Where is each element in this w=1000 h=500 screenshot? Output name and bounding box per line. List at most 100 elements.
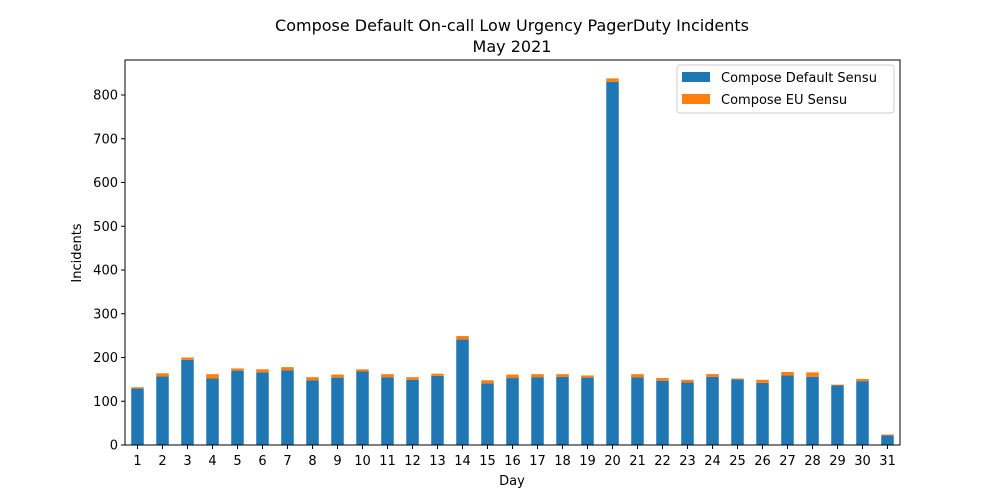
bar-default-sensu-day-23 [681,382,694,445]
x-tick-label: 29 [829,454,846,469]
bar-default-sensu-day-8 [306,380,319,445]
bar-default-sensu-day-7 [281,370,294,445]
x-tick-label: 8 [308,454,316,469]
bar-eu-sensu-day-9 [331,374,344,378]
x-tick-label: 6 [258,454,266,469]
bar-default-sensu-day-28 [806,376,819,445]
legend-box [676,64,895,114]
bar-eu-sensu-day-15 [481,380,494,384]
bar-eu-sensu-day-26 [756,379,769,383]
bar-default-sensu-day-13 [431,375,444,446]
x-tick-label: 9 [333,454,341,469]
legend: Compose Default Sensu Compose EU Sensu [676,64,895,114]
bar-eu-sensu-day-7 [281,367,294,371]
bar-default-sensu-day-24 [706,376,719,445]
x-axis: 1 2 3 4 5 6 7 8 9 10 11 12 13 14 15 16 17 18 19 20 21 22 23 24 2… [133,445,896,469]
bar-eu-sensu-day-30 [856,378,869,382]
x-tick-label: 26 [754,454,771,469]
x-tick-label: 23 [679,454,696,469]
y-tick-label: 300 [93,307,118,322]
bar-default-sensu-day-16 [506,378,519,445]
y-tick-label: 100 [93,395,118,410]
bar-eu-sensu-day-27 [781,371,794,376]
bar-default-sensu-day-11 [381,377,394,445]
bar-eu-sensu-day-3 [181,357,194,360]
bar-default-sensu-day-26 [756,382,769,446]
bar-default-sensu-day-21 [631,377,644,445]
plot-frame [124,59,901,446]
bar-default-sensu-day-6 [256,372,269,446]
y-tick-label: 600 [93,176,118,191]
y-tick-label: 800 [93,89,118,104]
bar-default-sensu-day-9 [331,377,344,446]
bar-eu-sensu-day-11 [381,374,394,378]
bar-eu-sensu-day-13 [431,373,444,376]
bar-default-sensu-day-12 [406,379,419,445]
bar-default-sensu-day-10 [356,371,369,445]
bar-eu-sensu-day-17 [531,374,544,378]
bar-eu-sensu-day-28 [806,372,819,377]
bar-eu-sensu-day-22 [656,378,669,381]
bar-eu-sensu-day-5 [231,368,244,371]
x-axis-label: Day [499,474,525,489]
bar-default-sensu-day-18 [556,376,569,445]
x-tick-label: 14 [454,454,471,469]
bar-default-sensu-day-14 [456,339,469,445]
x-tick-label: 31 [879,454,896,469]
bar-eu-sensu-day-12 [406,377,419,380]
x-tick-label: 4 [208,454,216,469]
x-tick-label: 20 [604,454,621,469]
bar-default-sensu-day-29 [831,385,844,445]
bar-default-sensu-day-1 [131,388,144,445]
bar-eu-sensu-day-23 [681,379,694,383]
bar-default-sensu-day-15 [481,383,494,445]
bar-eu-sensu-day-6 [256,369,269,373]
bar-eu-sensu-day-24 [706,374,719,377]
x-tick-label: 15 [479,454,496,469]
x-tick-label: 13 [429,454,446,469]
x-tick-label: 1 [133,454,141,469]
x-tick-label: 11 [379,454,396,469]
bars-layer [131,78,894,446]
bar-eu-sensu-day-29 [831,384,844,386]
bar-eu-sensu-day-21 [631,374,644,378]
y-tick-label: 400 [93,264,118,279]
y-axis-label: Incidents [70,223,85,282]
bar-default-sensu-day-20 [606,81,619,446]
bar-default-sensu-day-25 [731,379,744,446]
bar-default-sensu-day-4 [206,378,219,445]
legend-swatch-compose-eu-sensu [682,94,710,104]
x-tick-label: 16 [504,454,521,469]
bar-default-sensu-day-5 [231,370,244,446]
bar-eu-sensu-day-2 [156,373,169,377]
bar-eu-sensu-day-10 [356,369,369,372]
bar-default-sensu-day-22 [656,380,669,445]
bar-default-sensu-day-31 [881,435,894,446]
x-tick-label: 22 [654,454,671,469]
bar-default-sensu-day-30 [856,381,869,446]
x-tick-label: 25 [729,454,746,469]
bar-eu-sensu-day-14 [456,336,469,340]
bar-eu-sensu-day-20 [606,78,619,82]
y-tick-label: 500 [93,220,118,235]
chart-title: Compose Default On-call Low Urgency Page… [275,16,749,35]
x-tick-label: 30 [854,454,871,469]
bar-eu-sensu-day-31 [881,434,894,436]
x-tick-label: 18 [554,454,571,469]
x-tick-label: 17 [529,454,546,469]
bar-eu-sensu-day-18 [556,374,569,377]
x-tick-label: 24 [704,454,721,469]
x-tick-label: 12 [404,454,421,469]
y-axis: 0 100 200 300 400 500 600 700 800 [93,89,125,454]
bar-eu-sensu-day-1 [131,387,144,389]
bar-default-sensu-day-3 [181,359,194,445]
x-tick-label: 10 [354,454,371,469]
bar-eu-sensu-day-25 [731,378,744,380]
x-tick-label: 3 [183,454,191,469]
y-tick-label: 0 [110,439,118,454]
x-tick-label: 19 [579,454,596,469]
legend-swatch-compose-default-sensu [682,72,710,82]
bar-eu-sensu-day-19 [581,375,594,378]
bar-eu-sensu-day-16 [506,374,519,379]
